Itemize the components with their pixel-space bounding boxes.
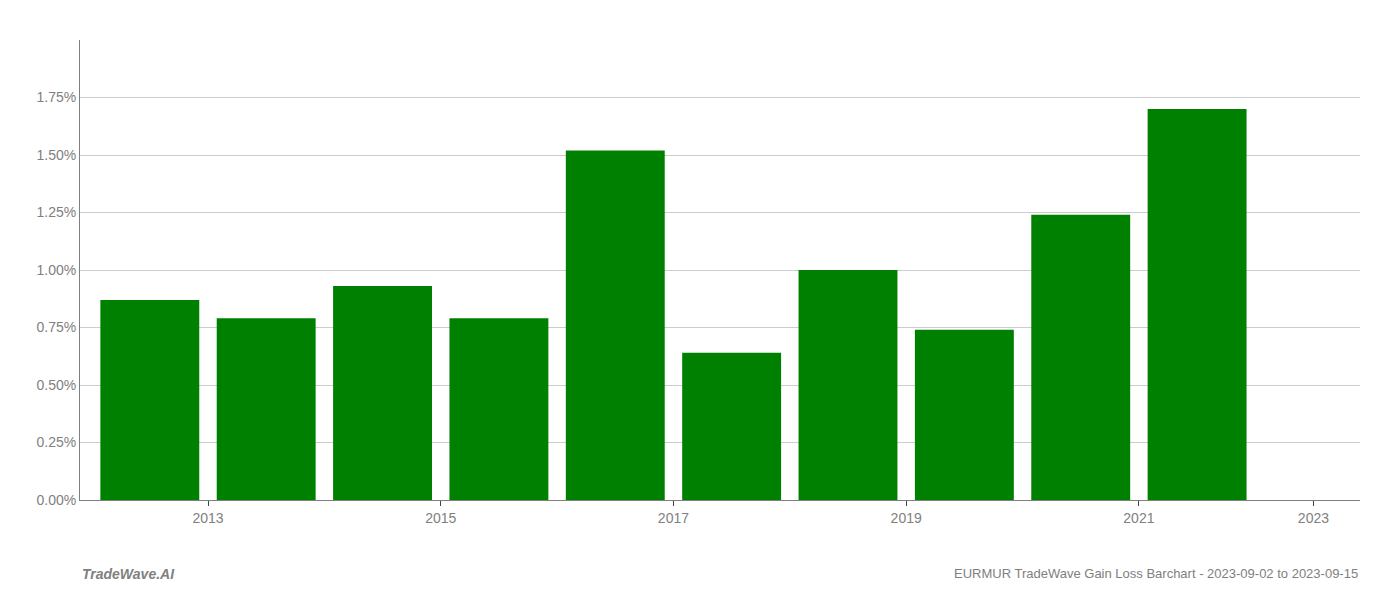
- svg-text:2019: 2019: [891, 510, 922, 526]
- svg-text:2017: 2017: [658, 510, 689, 526]
- svg-text:2013: 2013: [192, 510, 223, 526]
- svg-text:2023: 2023: [1298, 510, 1329, 526]
- svg-text:0.25%: 0.25%: [36, 434, 76, 450]
- svg-text:0.75%: 0.75%: [36, 319, 76, 335]
- svg-text:0.50%: 0.50%: [36, 377, 76, 393]
- svg-text:0.00%: 0.00%: [36, 492, 76, 508]
- svg-text:TradeWave.AI: TradeWave.AI: [82, 566, 175, 582]
- svg-text:1.50%: 1.50%: [36, 147, 76, 163]
- svg-text:2015: 2015: [425, 510, 456, 526]
- svg-text:1.25%: 1.25%: [36, 204, 76, 220]
- svg-text:1.00%: 1.00%: [36, 262, 76, 278]
- svg-text:2021: 2021: [1123, 510, 1154, 526]
- svg-text:1.75%: 1.75%: [36, 89, 76, 105]
- svg-text:EURMUR TradeWave Gain Loss Bar: EURMUR TradeWave Gain Loss Barchart - 20…: [954, 566, 1358, 581]
